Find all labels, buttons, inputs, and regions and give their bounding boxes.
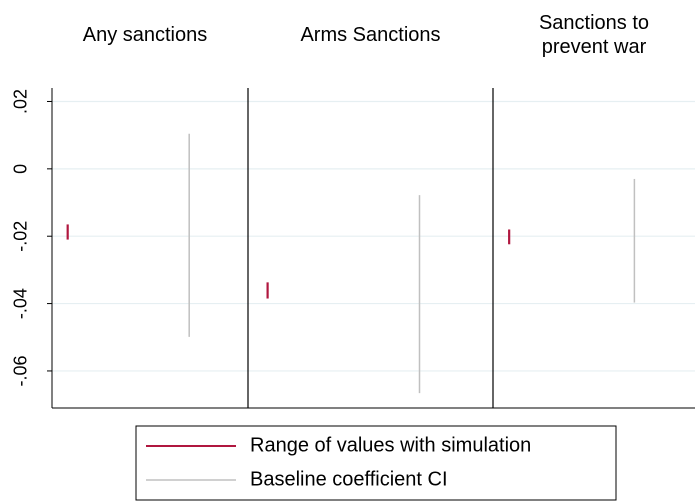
legend-label: Baseline coefficient CI (250, 468, 448, 490)
panel-title: Arms Sanctions (300, 24, 441, 46)
y-tick-label: -.04 (11, 288, 31, 319)
legend-box (135, 425, 617, 501)
legend-label: Range of values with simulation (250, 434, 531, 456)
y-tick-label: -.02 (11, 221, 31, 252)
panel-title: Sanctions to prevent war (538, 12, 650, 58)
y-tick-label: 0 (11, 164, 31, 174)
y-tick-label: -.06 (11, 355, 31, 386)
y-tick-label: .02 (11, 89, 31, 114)
panel-title: Any sanctions (82, 24, 208, 46)
